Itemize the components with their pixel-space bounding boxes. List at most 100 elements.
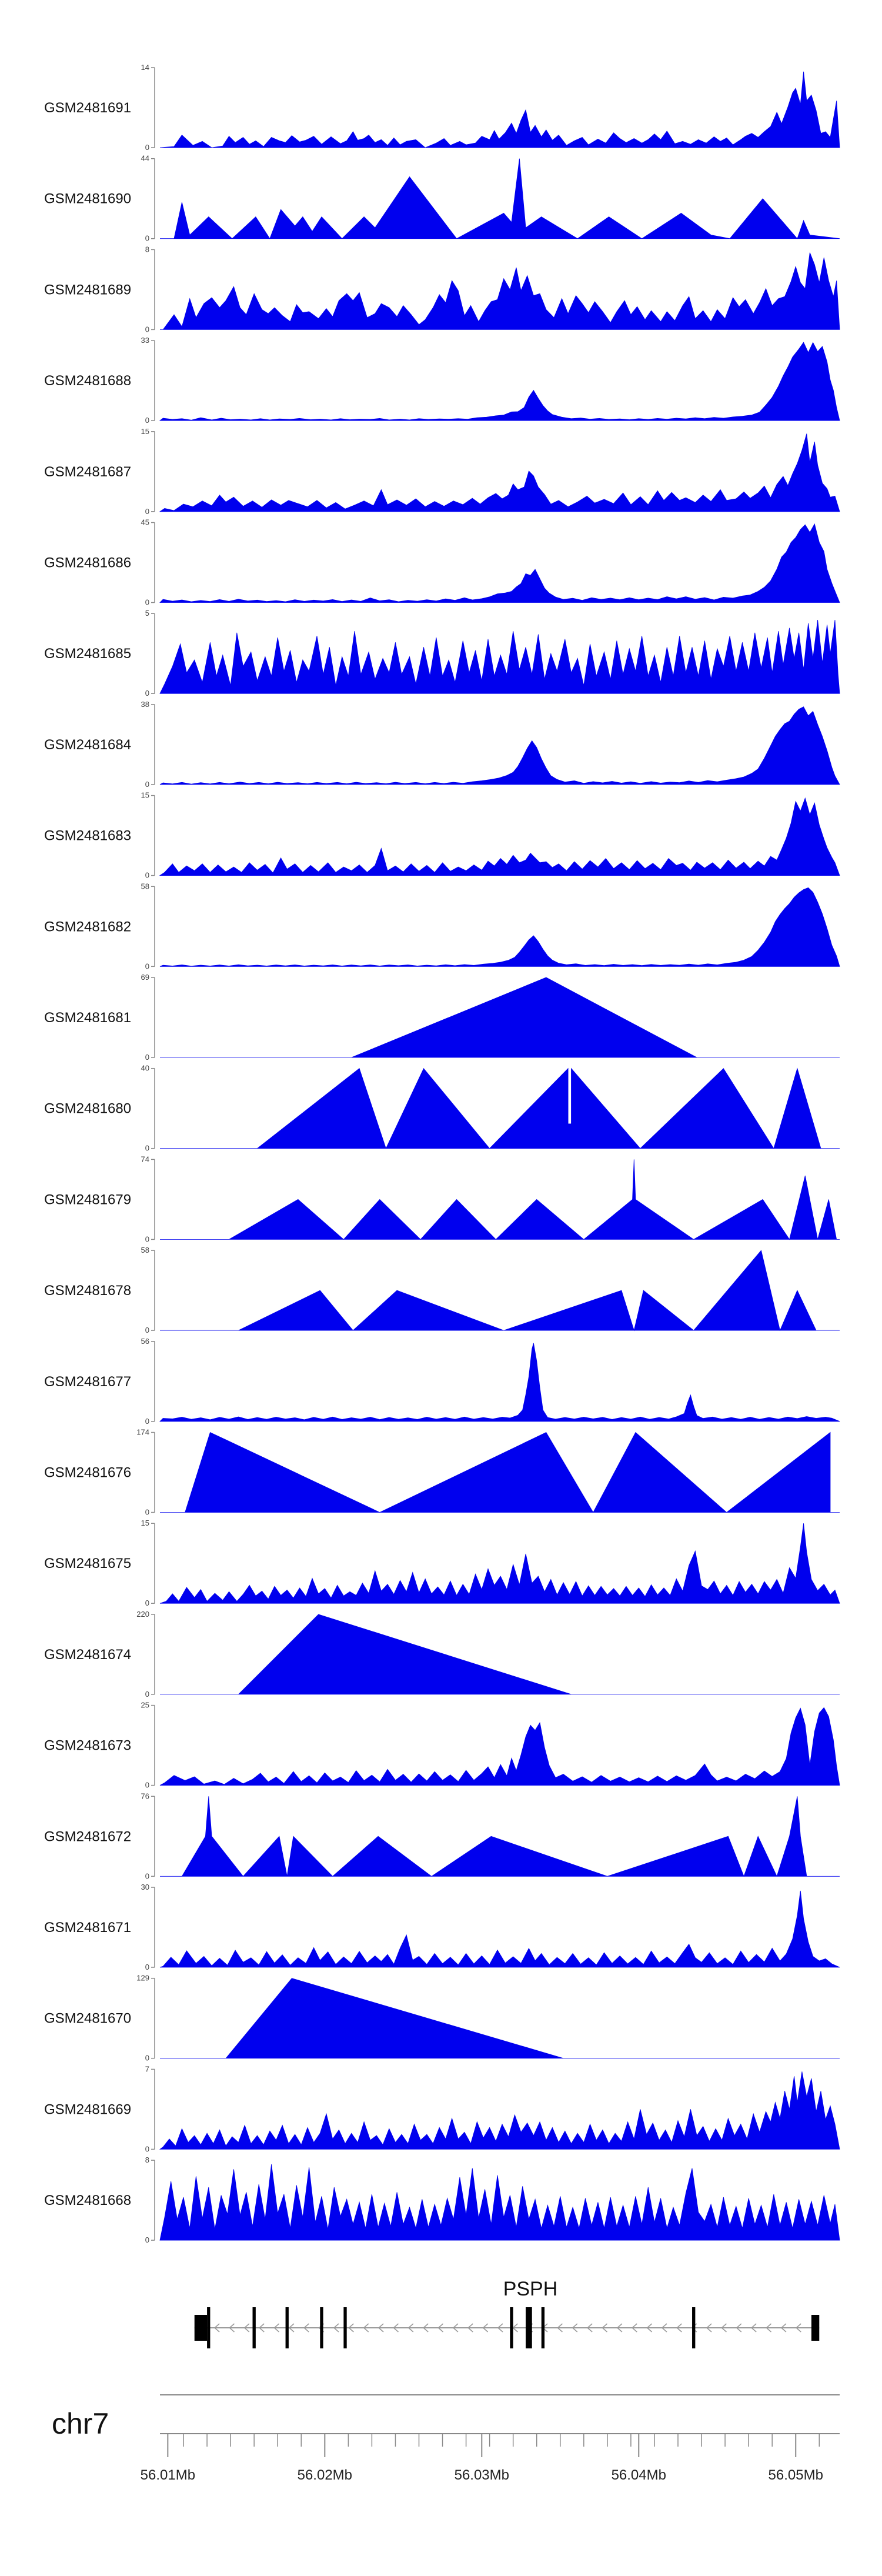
- signal-area: [160, 977, 840, 1058]
- strand-arrow: [557, 2323, 563, 2333]
- strand-arrow: [602, 2323, 608, 2333]
- track-label: GSM2481674: [44, 1647, 131, 1663]
- y-tick-max-label: 76: [141, 1791, 149, 1800]
- track-label: GSM2481690: [44, 191, 131, 207]
- strand-arrow: [377, 2323, 384, 2333]
- signal-area: [160, 1978, 840, 2059]
- y-tick-max-label: 8: [145, 245, 149, 253]
- strand-arrow: [333, 2323, 339, 2333]
- y-tick-zero-label: 0: [145, 1234, 149, 1243]
- track-label: GSM2481670: [44, 2011, 131, 2027]
- y-tick-max-label: 5: [145, 609, 149, 618]
- strand-arrow: [452, 2323, 459, 2333]
- y-tick-zero-label: 0: [145, 1144, 149, 1153]
- track-GSM2481687: GSM2481687 15 0: [44, 427, 840, 516]
- strand-arrow: [437, 2323, 444, 2333]
- y-tick-zero-label: 0: [145, 962, 149, 970]
- strand-arrow: [616, 2323, 623, 2333]
- strand-arrow: [796, 2323, 801, 2333]
- strand-arrow: [393, 2323, 399, 2333]
- track-label: GSM2481678: [44, 1283, 131, 1299]
- strand-arrow: [303, 2323, 309, 2333]
- track-label: GSM2481682: [44, 919, 131, 935]
- y-tick-zero-label: 0: [145, 1599, 149, 1607]
- strand-arrow: [586, 2323, 593, 2333]
- genomic-axis: 56.01Mb 56.02Mb 56.03Mb 56.04Mb 56.05Mb: [141, 2433, 840, 2483]
- y-tick-max-label: 74: [141, 1154, 149, 1163]
- signal-area: [160, 1432, 840, 1513]
- strand-arrow: [258, 2323, 265, 2333]
- strand-arrow: [766, 2323, 772, 2333]
- y-tick-max-label: 33: [141, 336, 149, 345]
- y-tick-max-label: 129: [136, 1974, 149, 1983]
- y-tick-zero-label: 0: [145, 507, 149, 516]
- track-label: GSM2481691: [44, 100, 131, 116]
- chromosome-ideogram: chr7: [52, 2394, 840, 2440]
- track-label: GSM2481669: [44, 2101, 131, 2117]
- track-GSM2481683: GSM2481683 15 0: [44, 791, 840, 880]
- track-GSM2481688: GSM2481688 33 0: [44, 336, 840, 425]
- signal-area: [159, 342, 840, 421]
- track-label: GSM2481677: [44, 1374, 131, 1390]
- signal-area: [159, 706, 840, 785]
- track-label: GSM2481671: [44, 1920, 131, 1936]
- strand-arrow: [736, 2323, 742, 2333]
- track-GSM2481668: GSM2481668 8 0: [44, 2155, 840, 2244]
- strand-arrow: [348, 2323, 354, 2333]
- exon: [252, 2307, 256, 2348]
- track-GSM2481670: GSM2481670 129 0: [44, 1974, 840, 2063]
- track-label: GSM2481680: [44, 1101, 131, 1117]
- exon: [320, 2307, 323, 2348]
- strand-arrow: [646, 2323, 653, 2333]
- track-GSM2481671: GSM2481671 30 0: [44, 1883, 840, 1971]
- y-tick-max-label: 15: [141, 427, 149, 436]
- signal-area: [160, 1250, 840, 1332]
- exon: [343, 2307, 347, 2348]
- y-tick-zero-label: 0: [145, 1781, 149, 1790]
- signal-area: [159, 2164, 840, 2241]
- track-GSM2481679: GSM2481679 74 0: [44, 1154, 840, 1243]
- axis-tick-label: 56.03Mb: [455, 2467, 509, 2483]
- track-GSM2481685: GSM2481685 5 0: [44, 609, 840, 698]
- track-label: GSM2481683: [44, 828, 131, 844]
- signal-area: [160, 252, 840, 330]
- exon: [811, 2315, 820, 2341]
- strand-arrow: [780, 2323, 787, 2333]
- track-GSM2481677: GSM2481677 56 0: [44, 1337, 840, 1426]
- track-label: GSM2481673: [44, 1738, 131, 1754]
- exon: [510, 2307, 513, 2348]
- signal-area: [159, 523, 840, 603]
- exon: [541, 2307, 545, 2348]
- exon: [692, 2307, 696, 2348]
- y-tick-zero-label: 0: [145, 1508, 149, 1517]
- track-label: GSM2481687: [44, 464, 131, 480]
- strand-arrow: [661, 2323, 667, 2333]
- track-GSM2481690: GSM2481690 44 0: [44, 154, 840, 243]
- strand-arrow: [243, 2323, 250, 2333]
- y-tick-max-label: 14: [141, 63, 149, 72]
- track-GSM2481675: GSM2481675 15 0: [44, 1519, 840, 1607]
- axis-tick-label: 56.04Mb: [612, 2467, 666, 2483]
- track-GSM2481674: GSM2481674 220 0: [44, 1610, 840, 1699]
- track-label: GSM2481681: [44, 1010, 131, 1026]
- y-tick-zero-label: 0: [145, 1326, 149, 1334]
- strand-arrow: [363, 2323, 369, 2333]
- track-GSM2481686: GSM2481686 45 0: [44, 518, 840, 607]
- axis-tick-label: 56.02Mb: [298, 2467, 352, 2483]
- chromosome-label: chr7: [52, 2407, 109, 2440]
- gene-name-label: PSPH: [503, 2278, 558, 2300]
- y-tick-zero-label: 0: [145, 598, 149, 607]
- strand-arrow: [676, 2323, 682, 2333]
- signal-area: [159, 1523, 840, 1604]
- y-tick-max-label: 45: [141, 518, 149, 527]
- track-label: GSM2481668: [44, 2193, 131, 2208]
- track-GSM2481676: GSM2481676 174 0: [44, 1428, 840, 1517]
- y-tick-zero-label: 0: [145, 2144, 149, 2153]
- track-label: GSM2481685: [44, 646, 131, 662]
- y-tick-max-label: 220: [136, 1610, 149, 1619]
- signal-area: [160, 1614, 840, 1695]
- track-GSM2481669: GSM2481669 7 0: [44, 2064, 840, 2153]
- strand-arrow: [422, 2323, 429, 2333]
- y-tick-zero-label: 0: [145, 2054, 149, 2063]
